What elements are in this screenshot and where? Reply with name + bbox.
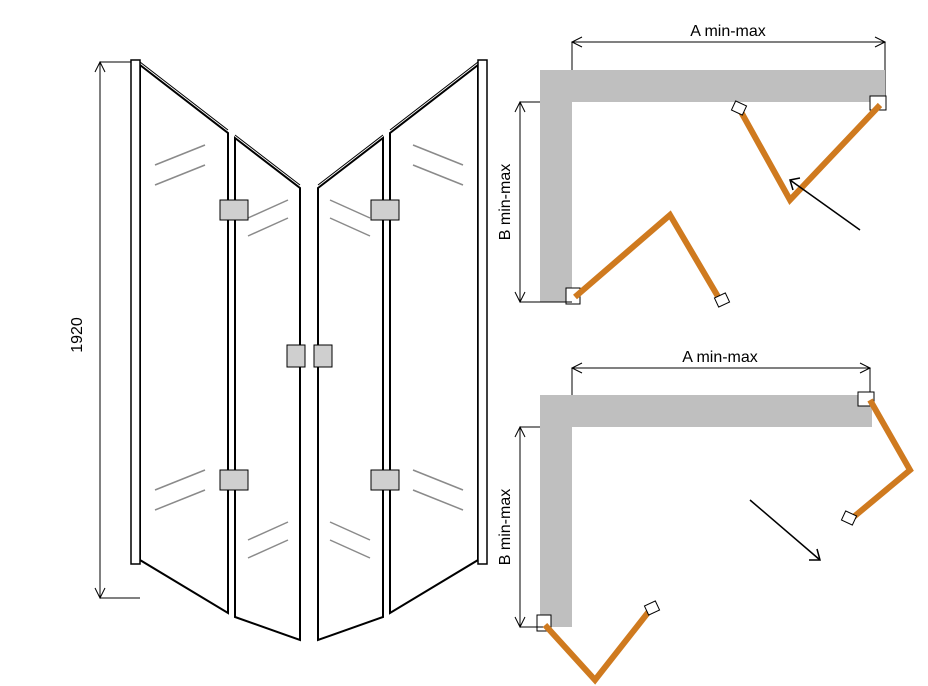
plan-top-door-handles bbox=[714, 101, 746, 307]
plan-bottom-b-label: B min-max bbox=[497, 489, 514, 565]
diagram-svg: 1920 bbox=[0, 0, 928, 686]
plan-top-b-label: B min-max bbox=[497, 164, 514, 240]
plan-bottom-dim-a bbox=[572, 363, 870, 395]
plan-bottom-door-handles bbox=[644, 511, 856, 615]
glass-panel-right-outer bbox=[390, 65, 478, 613]
height-label: 1920 bbox=[69, 317, 86, 353]
plan-bottom-a-label: A min-max bbox=[682, 349, 758, 366]
plan-top-walls bbox=[540, 70, 885, 302]
diagram-stage: 1920 bbox=[0, 0, 928, 686]
plan-bottom-arrow bbox=[750, 500, 820, 560]
isometric-view: 1920 bbox=[69, 60, 487, 640]
plan-view-bottom: A min-max B min-max bbox=[497, 349, 910, 680]
plan-bottom-hinge-blocks bbox=[537, 392, 874, 631]
plan-view-top: A min-max B min-max bbox=[497, 23, 886, 307]
plan-bottom-walls bbox=[540, 395, 872, 627]
handles bbox=[287, 345, 332, 367]
plan-top-doors bbox=[575, 105, 880, 300]
plan-top-hinge-blocks bbox=[566, 96, 886, 304]
plan-top-a-label: A min-max bbox=[690, 23, 766, 40]
glass-panel-left-outer bbox=[140, 65, 228, 613]
plan-bottom-doors bbox=[545, 400, 910, 680]
